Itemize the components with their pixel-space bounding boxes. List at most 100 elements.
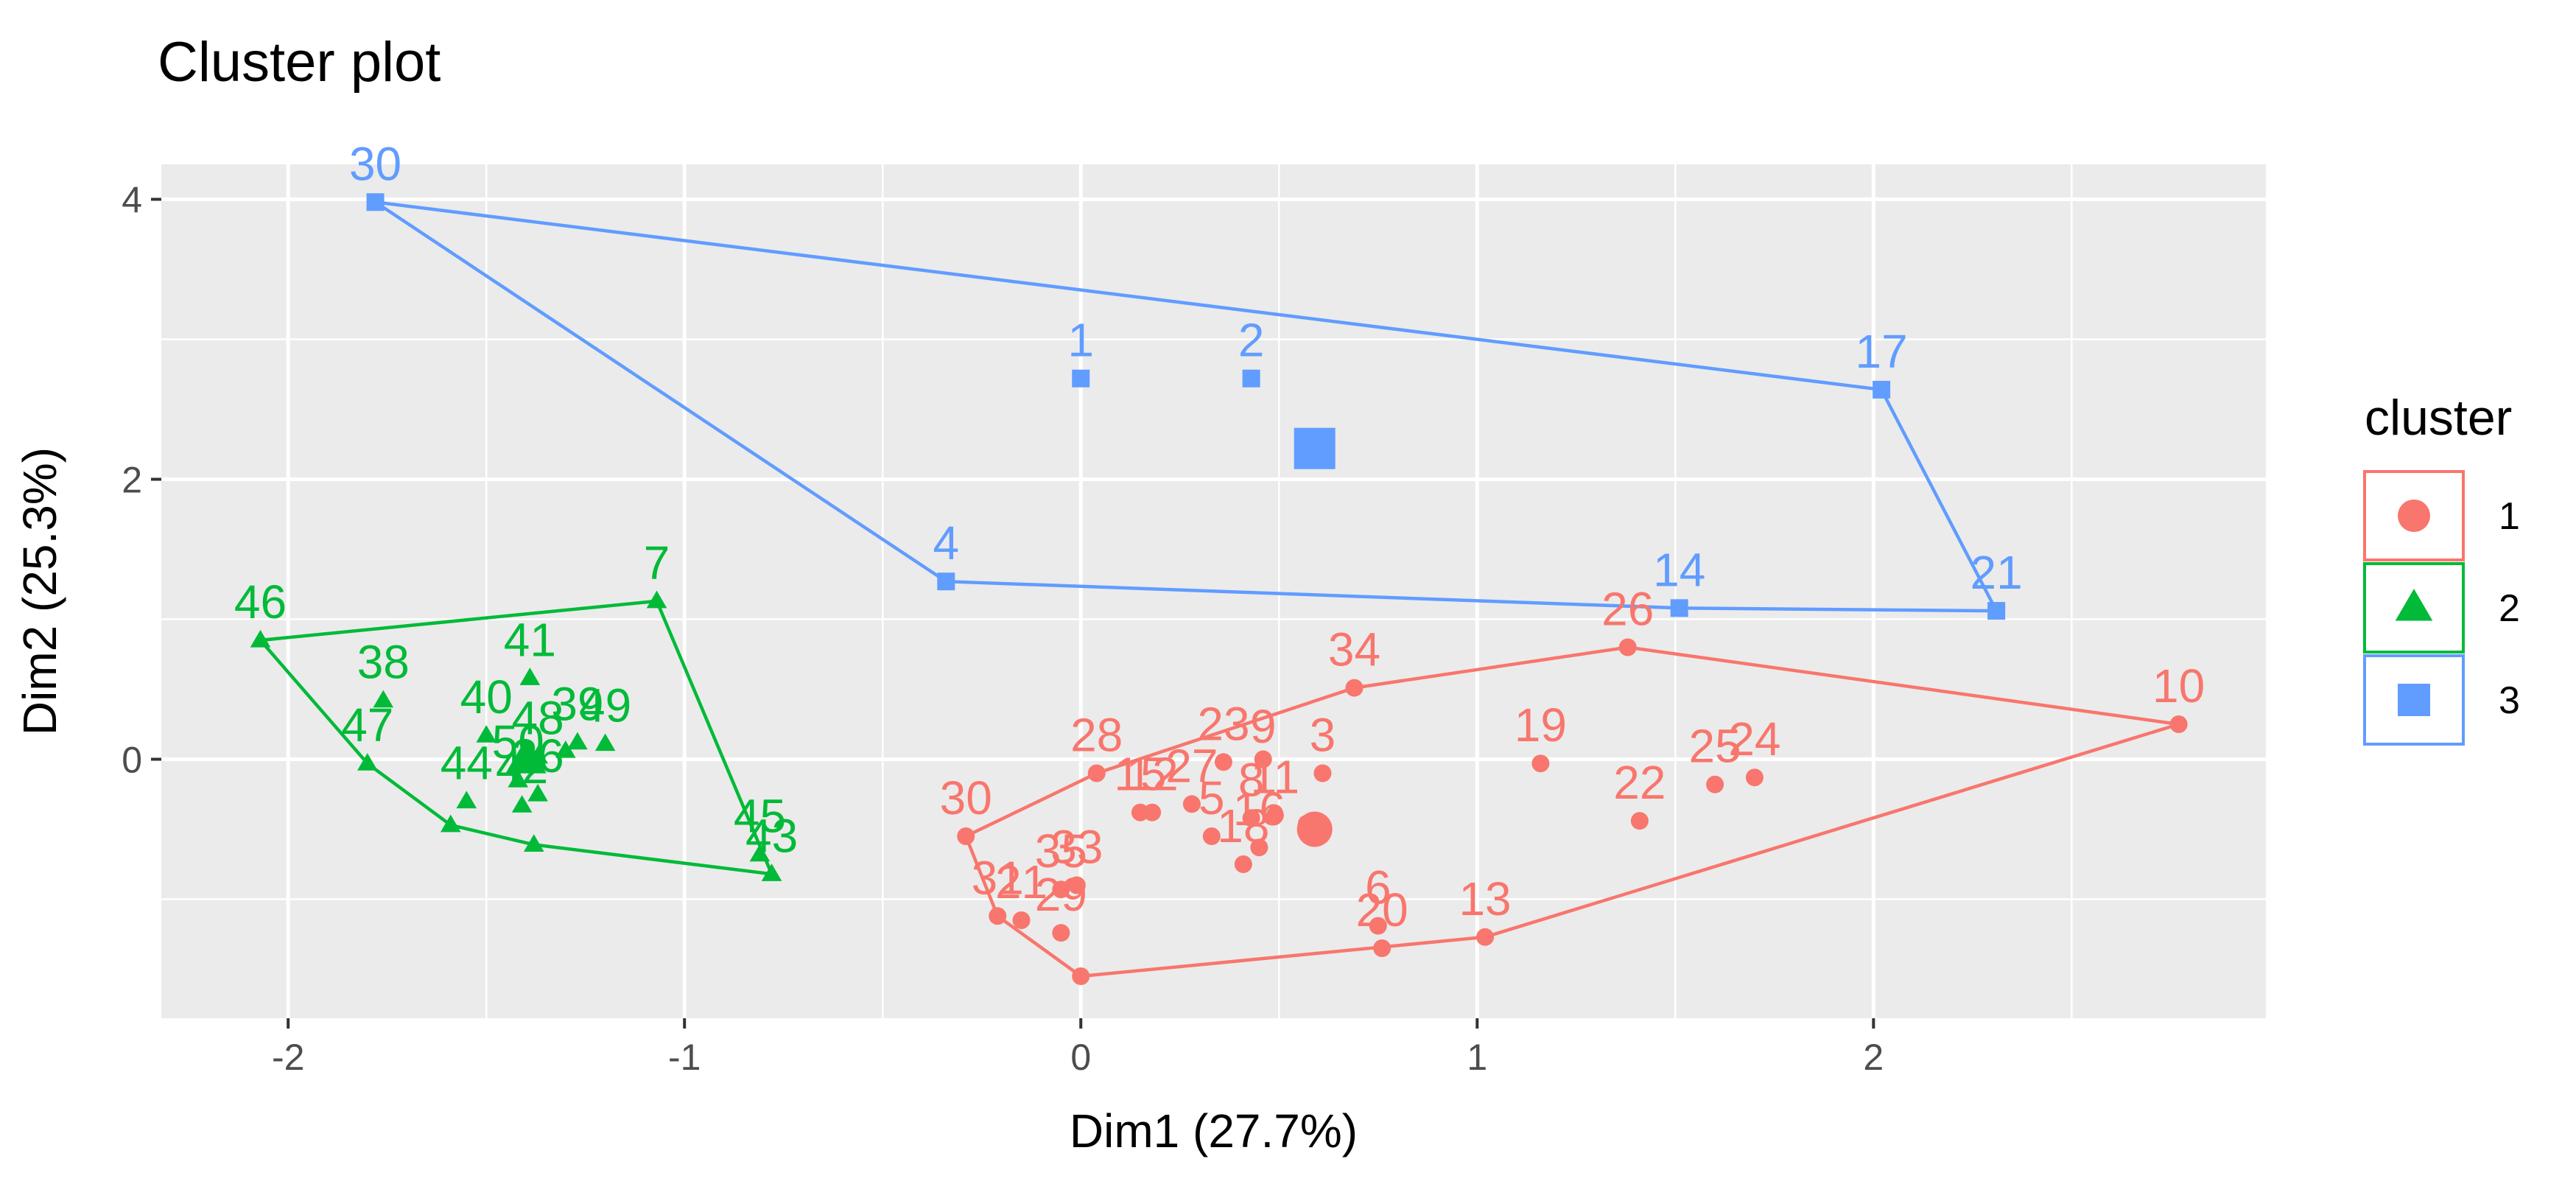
cluster-1-point bbox=[1369, 917, 1387, 935]
point-label: 3 bbox=[1310, 709, 1336, 762]
x-axis-label: Dim1 (27.7%) bbox=[1070, 1104, 1358, 1157]
cluster-1-point bbox=[1266, 806, 1284, 824]
legend-marker-3 bbox=[2398, 684, 2430, 716]
cluster-1-point bbox=[1313, 764, 1332, 782]
cluster-3-point bbox=[1242, 369, 1260, 388]
point-label: 12 bbox=[1126, 748, 1179, 801]
x-tick-label: -1 bbox=[668, 1037, 701, 1078]
point-label: 13 bbox=[1459, 872, 1511, 925]
point-label: 11 bbox=[1251, 751, 1299, 804]
cluster-1-point bbox=[1242, 809, 1260, 827]
legend: cluster 1 2 3 bbox=[2363, 390, 2520, 746]
point-label: 15 bbox=[1114, 748, 1166, 801]
x-tick-label: -2 bbox=[272, 1037, 304, 1078]
cluster-1-point bbox=[1706, 775, 1724, 794]
cluster-1-point bbox=[957, 827, 975, 845]
cluster-1-point bbox=[1476, 928, 1495, 946]
point-label: 30 bbox=[349, 137, 401, 190]
cluster-2-point bbox=[508, 769, 529, 788]
cluster-2-point bbox=[527, 783, 548, 802]
cluster-2-point bbox=[594, 733, 616, 752]
point-label: 1 bbox=[1067, 314, 1094, 367]
cluster-1-point bbox=[1254, 750, 1272, 768]
cluster-1-point bbox=[1345, 679, 1364, 697]
cluster-3-center bbox=[1294, 427, 1336, 469]
cluster-2-point bbox=[357, 753, 378, 771]
point-label: 39 bbox=[551, 678, 603, 731]
point-label: 27 bbox=[1165, 739, 1218, 792]
point-label: 28 bbox=[1070, 709, 1123, 762]
cluster-1-point bbox=[1052, 924, 1070, 942]
point-label: 19 bbox=[1515, 698, 1567, 752]
cluster-1-point bbox=[1234, 855, 1252, 873]
y-axis-label: Dim2 (25.3%) bbox=[13, 447, 66, 735]
grid-minor bbox=[161, 164, 2266, 1018]
legend-marker-2 bbox=[2395, 589, 2433, 621]
point-label: 5 bbox=[1198, 771, 1225, 824]
point-label: 17 bbox=[1856, 325, 1908, 378]
point-label: 16 bbox=[1233, 782, 1285, 836]
cluster-2-point bbox=[749, 844, 771, 862]
point-label: 14 bbox=[1653, 543, 1705, 596]
cluster-2-point bbox=[456, 791, 477, 809]
point-label: 41 bbox=[504, 613, 556, 666]
legend-label-1: 1 bbox=[2499, 495, 2520, 538]
point-label: 49 bbox=[579, 679, 631, 732]
point-label: 24 bbox=[1728, 712, 1780, 766]
cluster-1-center bbox=[1296, 811, 1333, 847]
x-tick-label: 2 bbox=[1863, 1037, 1884, 1078]
legend-label-2: 2 bbox=[2499, 587, 2520, 630]
cluster-2-point bbox=[440, 814, 461, 833]
point-label: 36 bbox=[512, 729, 564, 782]
point-label: 18 bbox=[1217, 799, 1269, 852]
y-tick-label: 0 bbox=[122, 740, 142, 781]
legend-title: cluster bbox=[2365, 390, 2512, 446]
point-label: 40 bbox=[460, 670, 513, 724]
point-label: 25 bbox=[1689, 720, 1741, 773]
cluster-2-point bbox=[511, 795, 533, 813]
point-label: 42 bbox=[496, 740, 548, 794]
cluster-2-point bbox=[476, 725, 496, 743]
point-label: 47 bbox=[341, 698, 393, 752]
cluster-3-point bbox=[937, 572, 955, 591]
cluster-1-point bbox=[1067, 876, 1086, 894]
point-label: 8 bbox=[1238, 753, 1265, 806]
point-label: 30 bbox=[940, 771, 992, 824]
cluster-3-point bbox=[1670, 599, 1688, 617]
cluster-2-point bbox=[523, 834, 544, 852]
cluster-3-point bbox=[1987, 602, 2006, 620]
cluster-2-point bbox=[646, 590, 667, 609]
point-label: 20 bbox=[1356, 883, 1408, 936]
y-tick-label: 2 bbox=[122, 460, 142, 501]
cluster-1-point bbox=[1630, 812, 1649, 830]
point-label: 22 bbox=[1613, 756, 1666, 809]
cluster-3-hull bbox=[374, 200, 1999, 613]
chart-title: Cluster plot bbox=[158, 31, 441, 94]
point-label: 23 bbox=[1197, 697, 1249, 750]
legend-label-3: 3 bbox=[2499, 679, 2520, 722]
cluster-points bbox=[250, 193, 2188, 985]
point-label: 21 bbox=[995, 855, 1047, 908]
cluster-2-point bbox=[761, 864, 782, 881]
point-label: 43 bbox=[745, 809, 798, 862]
cluster-1-point bbox=[1531, 754, 1550, 773]
point-label: 50 bbox=[492, 715, 544, 768]
point-label: 21 bbox=[1970, 546, 2023, 599]
point-label: 10 bbox=[2152, 659, 2205, 712]
point-label: 45 bbox=[734, 790, 786, 843]
cluster-1-point bbox=[1052, 880, 1070, 899]
point-label: 31 bbox=[972, 851, 1024, 904]
point-label: 29 bbox=[1035, 868, 1087, 921]
cluster-3-point bbox=[366, 193, 385, 211]
point-label: 35 bbox=[1035, 824, 1087, 878]
cluster-1-point bbox=[1202, 827, 1221, 845]
cluster-3-point bbox=[1072, 369, 1090, 388]
cluster-1-point bbox=[989, 907, 1007, 925]
cluster-1-point bbox=[1745, 768, 1763, 787]
cluster-1-point bbox=[2169, 715, 2188, 733]
point-label: 6 bbox=[1365, 861, 1391, 914]
cluster-2-point bbox=[555, 740, 576, 758]
cluster-1-point bbox=[1214, 753, 1232, 771]
